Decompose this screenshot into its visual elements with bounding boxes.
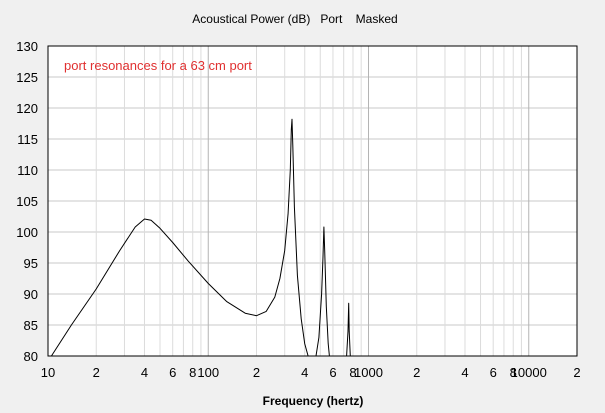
x-tick-label: 2 bbox=[413, 365, 420, 380]
series-line bbox=[50, 118, 309, 357]
annotation-label: port resonances for a 63 cm port bbox=[64, 58, 252, 73]
x-tick-label: 4 bbox=[301, 365, 308, 380]
x-tick-label: 6 bbox=[490, 365, 497, 380]
grid-lines bbox=[48, 46, 577, 356]
x-tick-label: 2 bbox=[573, 365, 580, 380]
x-tick-label: 100 bbox=[197, 365, 219, 380]
series-group bbox=[50, 118, 351, 357]
y-axis-ticks: 80 85 90 95 100 105 110 115 120 125 130 bbox=[16, 39, 38, 364]
x-axis-label: Frequency (hertz) bbox=[262, 394, 364, 408]
chart-title: Acoustical Power (dB) Port Masked bbox=[192, 12, 398, 26]
y-tick-label: 125 bbox=[16, 70, 38, 85]
y-tick-label: 80 bbox=[24, 349, 38, 364]
y-tick-label: 110 bbox=[17, 163, 38, 178]
x-tick-label: 8 bbox=[349, 365, 356, 380]
series-line bbox=[315, 226, 330, 357]
x-tick-label: 10000 bbox=[511, 365, 547, 380]
y-tick-label: 130 bbox=[16, 39, 38, 54]
y-tick-label: 115 bbox=[17, 132, 38, 147]
x-tick-label: 1000 bbox=[354, 365, 383, 380]
plot-border bbox=[47, 45, 578, 357]
x-tick-label: 2 bbox=[93, 365, 100, 380]
series-line bbox=[346, 302, 351, 357]
x-tick-label: 4 bbox=[141, 365, 148, 380]
x-tick-label: 2 bbox=[253, 365, 260, 380]
x-tick-label: 10 bbox=[41, 365, 55, 380]
y-tick-label: 90 bbox=[24, 287, 38, 302]
y-tick-label: 95 bbox=[24, 256, 38, 271]
x-tick-label: 6 bbox=[329, 365, 336, 380]
x-tick-label: 6 bbox=[169, 365, 176, 380]
x-tick-label: 8 bbox=[189, 365, 196, 380]
x-tick-label: 4 bbox=[461, 365, 468, 380]
y-tick-label: 100 bbox=[16, 225, 38, 240]
x-tick-label: 8 bbox=[510, 365, 517, 380]
y-tick-label: 85 bbox=[24, 318, 38, 333]
y-tick-label: 120 bbox=[16, 101, 38, 116]
y-tick-label: 105 bbox=[16, 194, 38, 209]
